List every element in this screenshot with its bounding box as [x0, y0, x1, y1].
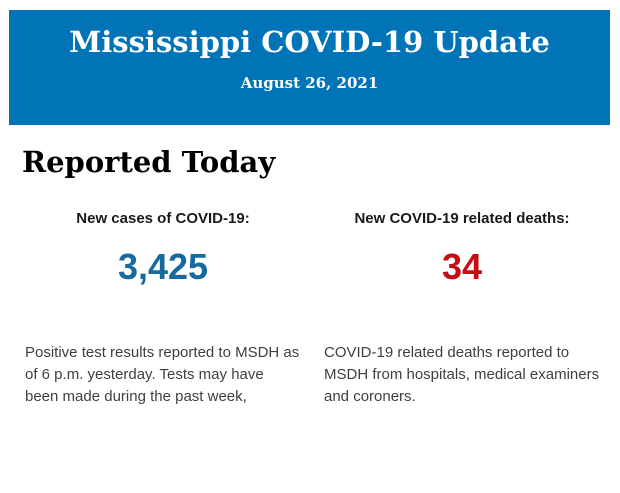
newsletter-date: August 26, 2021: [240, 74, 379, 93]
new-deaths-value: 34: [441, 246, 483, 288]
new-cases-value: 3,425: [117, 246, 209, 288]
new-cases-description: Positive test results reported to MSDH a…: [25, 344, 300, 406]
section-heading: Reported Today: [22, 145, 276, 179]
report-section: Reported Today New cases of COVID-19: 3,…: [0, 145, 620, 408]
new-deaths-description: COVID-19 related deaths reported to MSDH…: [324, 344, 600, 406]
covid-update-page: Mississippi COVID-19 Update August 26, 2…: [0, 10, 620, 493]
header-banner: Mississippi COVID-19 Update August 26, 2…: [9, 10, 610, 125]
new-deaths-label: New COVID-19 related deaths:: [354, 210, 570, 228]
newsletter-title: Mississippi COVID-19 Update: [69, 25, 550, 59]
stat-new-cases: New cases of COVID-19: 3,425 Positive te…: [25, 210, 301, 408]
new-cases-label: New cases of COVID-19:: [76, 210, 250, 228]
stats-row: New cases of COVID-19: 3,425 Positive te…: [25, 210, 600, 408]
stat-new-deaths: New COVID-19 related deaths: 34 COVID-19…: [324, 210, 600, 408]
